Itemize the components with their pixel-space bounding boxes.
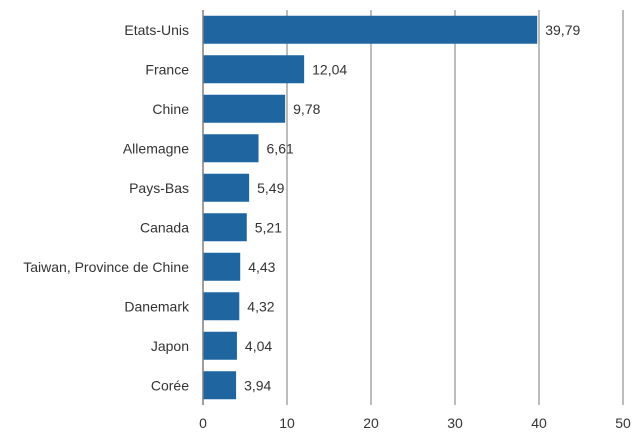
value-label: 39,79 — [545, 22, 580, 38]
value-label: 12,04 — [312, 61, 347, 77]
bar — [203, 15, 538, 44]
bar — [203, 371, 237, 400]
x-tick-label: 20 — [363, 415, 379, 431]
x-tick-label: 40 — [531, 415, 547, 431]
category-label: Canada — [140, 219, 189, 235]
label-layer: Etats-Unis 39,79 France 12,04 Chine 9,78 Allem… — [23, 22, 580, 394]
x-tick-label: 0 — [199, 415, 207, 431]
category-label: Japon — [151, 338, 189, 354]
bar — [203, 213, 247, 242]
bar — [203, 55, 305, 84]
category-label: France — [145, 61, 189, 77]
grid-layer — [286, 10, 624, 405]
bar — [203, 331, 237, 360]
bar — [203, 292, 240, 321]
bar — [203, 252, 241, 281]
bar — [203, 94, 286, 123]
x-tick-label: 10 — [279, 415, 295, 431]
category-label: Taiwan, Province de Chine — [23, 259, 189, 275]
value-label: 4,32 — [247, 298, 274, 314]
value-label: 5,21 — [255, 219, 282, 235]
bar — [203, 173, 250, 202]
category-label: Danemark — [124, 298, 190, 314]
category-label: Chine — [152, 101, 189, 117]
category-label: Allemagne — [123, 140, 189, 156]
axis-layer: 0 10 20 30 40 50 — [199, 10, 631, 431]
value-label: 9,78 — [293, 101, 320, 117]
bar — [203, 134, 259, 163]
category-label: Pays-Bas — [129, 180, 189, 196]
x-tick-label: 30 — [447, 415, 463, 431]
value-label: 4,43 — [248, 259, 275, 275]
category-label: Etats-Unis — [124, 22, 189, 38]
bar-layer — [203, 15, 538, 400]
value-label: 5,49 — [257, 180, 284, 196]
value-label: 6,61 — [267, 140, 294, 156]
category-label: Corée — [151, 377, 189, 393]
x-tick-label: 50 — [615, 415, 631, 431]
value-label: 4,04 — [245, 338, 272, 354]
value-label: 3,94 — [244, 377, 271, 393]
